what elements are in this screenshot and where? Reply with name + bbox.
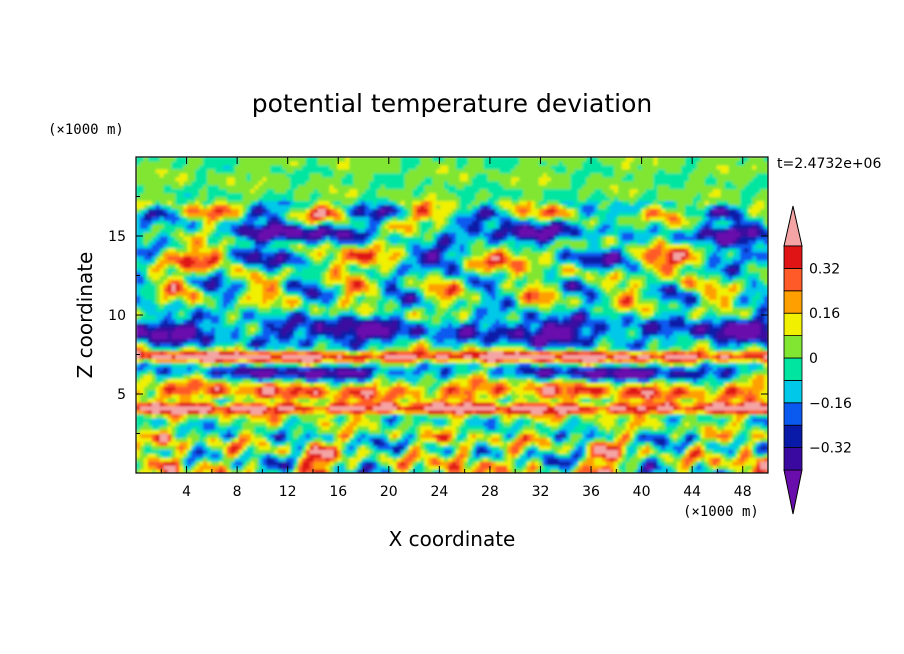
x-tick-label: 16 [329, 484, 347, 500]
time-label: t=2.4732e+06 [777, 156, 881, 172]
colorbar: 0.32 0.16 0 −0.16 −0.32 [783, 205, 852, 515]
colorbar-segment [783, 357, 803, 381]
y-tick-label: 5 [117, 387, 126, 403]
x-axis-label: X coordinate [389, 527, 516, 551]
x-tick-label: 40 [633, 484, 651, 500]
colorbar-segment [783, 312, 803, 337]
x-tick-label: 36 [582, 484, 600, 500]
y-tick-label: 10 [108, 308, 126, 324]
colorbar-tick-label: 0.32 [809, 261, 840, 277]
x-tick-label: 4 [182, 484, 191, 500]
x-tick-label: 24 [430, 484, 448, 500]
colorbar-segment [783, 447, 803, 471]
x-tick-label: 48 [734, 484, 752, 500]
colorbar-tick-label: 0.16 [809, 306, 840, 322]
y-axis-label: Z coordinate [73, 252, 97, 379]
colorbar-segment [783, 267, 803, 292]
colorbar-segment [783, 379, 803, 404]
colorbar-segment [783, 402, 803, 426]
x-tick-label: 28 [481, 484, 499, 500]
y-tick-label: 15 [108, 229, 126, 245]
chart-title: potential temperature deviation [252, 89, 652, 118]
x-tick-label: 12 [279, 484, 297, 500]
colorbar-tick-label: 0 [809, 351, 818, 367]
heatmap-field [136, 157, 768, 473]
y-axis-unit: (×1000 m) [48, 122, 124, 138]
x-tick-label: 20 [380, 484, 398, 500]
colorbar-tick-label: −0.16 [809, 396, 852, 412]
x-axis-unit: (×1000 m) [683, 504, 759, 520]
colorbar-segment [783, 290, 803, 314]
colorbar-high-extend [783, 205, 803, 247]
x-tick-label: 32 [532, 484, 550, 500]
colorbar-segment [783, 424, 803, 449]
colorbar-low-extend [783, 469, 803, 515]
x-tick-label: 8 [233, 484, 242, 500]
x-tick-label: 44 [683, 484, 701, 500]
x-axis-ticks: 4 8 12 16 20 24 28 32 36 40 44 48 [160, 157, 752, 500]
colorbar-segment [783, 245, 803, 269]
colorbar-segment [783, 335, 803, 359]
y-axis-ticks: 5 10 15 [108, 196, 768, 434]
colorbar-tick-label: −0.32 [809, 441, 852, 457]
